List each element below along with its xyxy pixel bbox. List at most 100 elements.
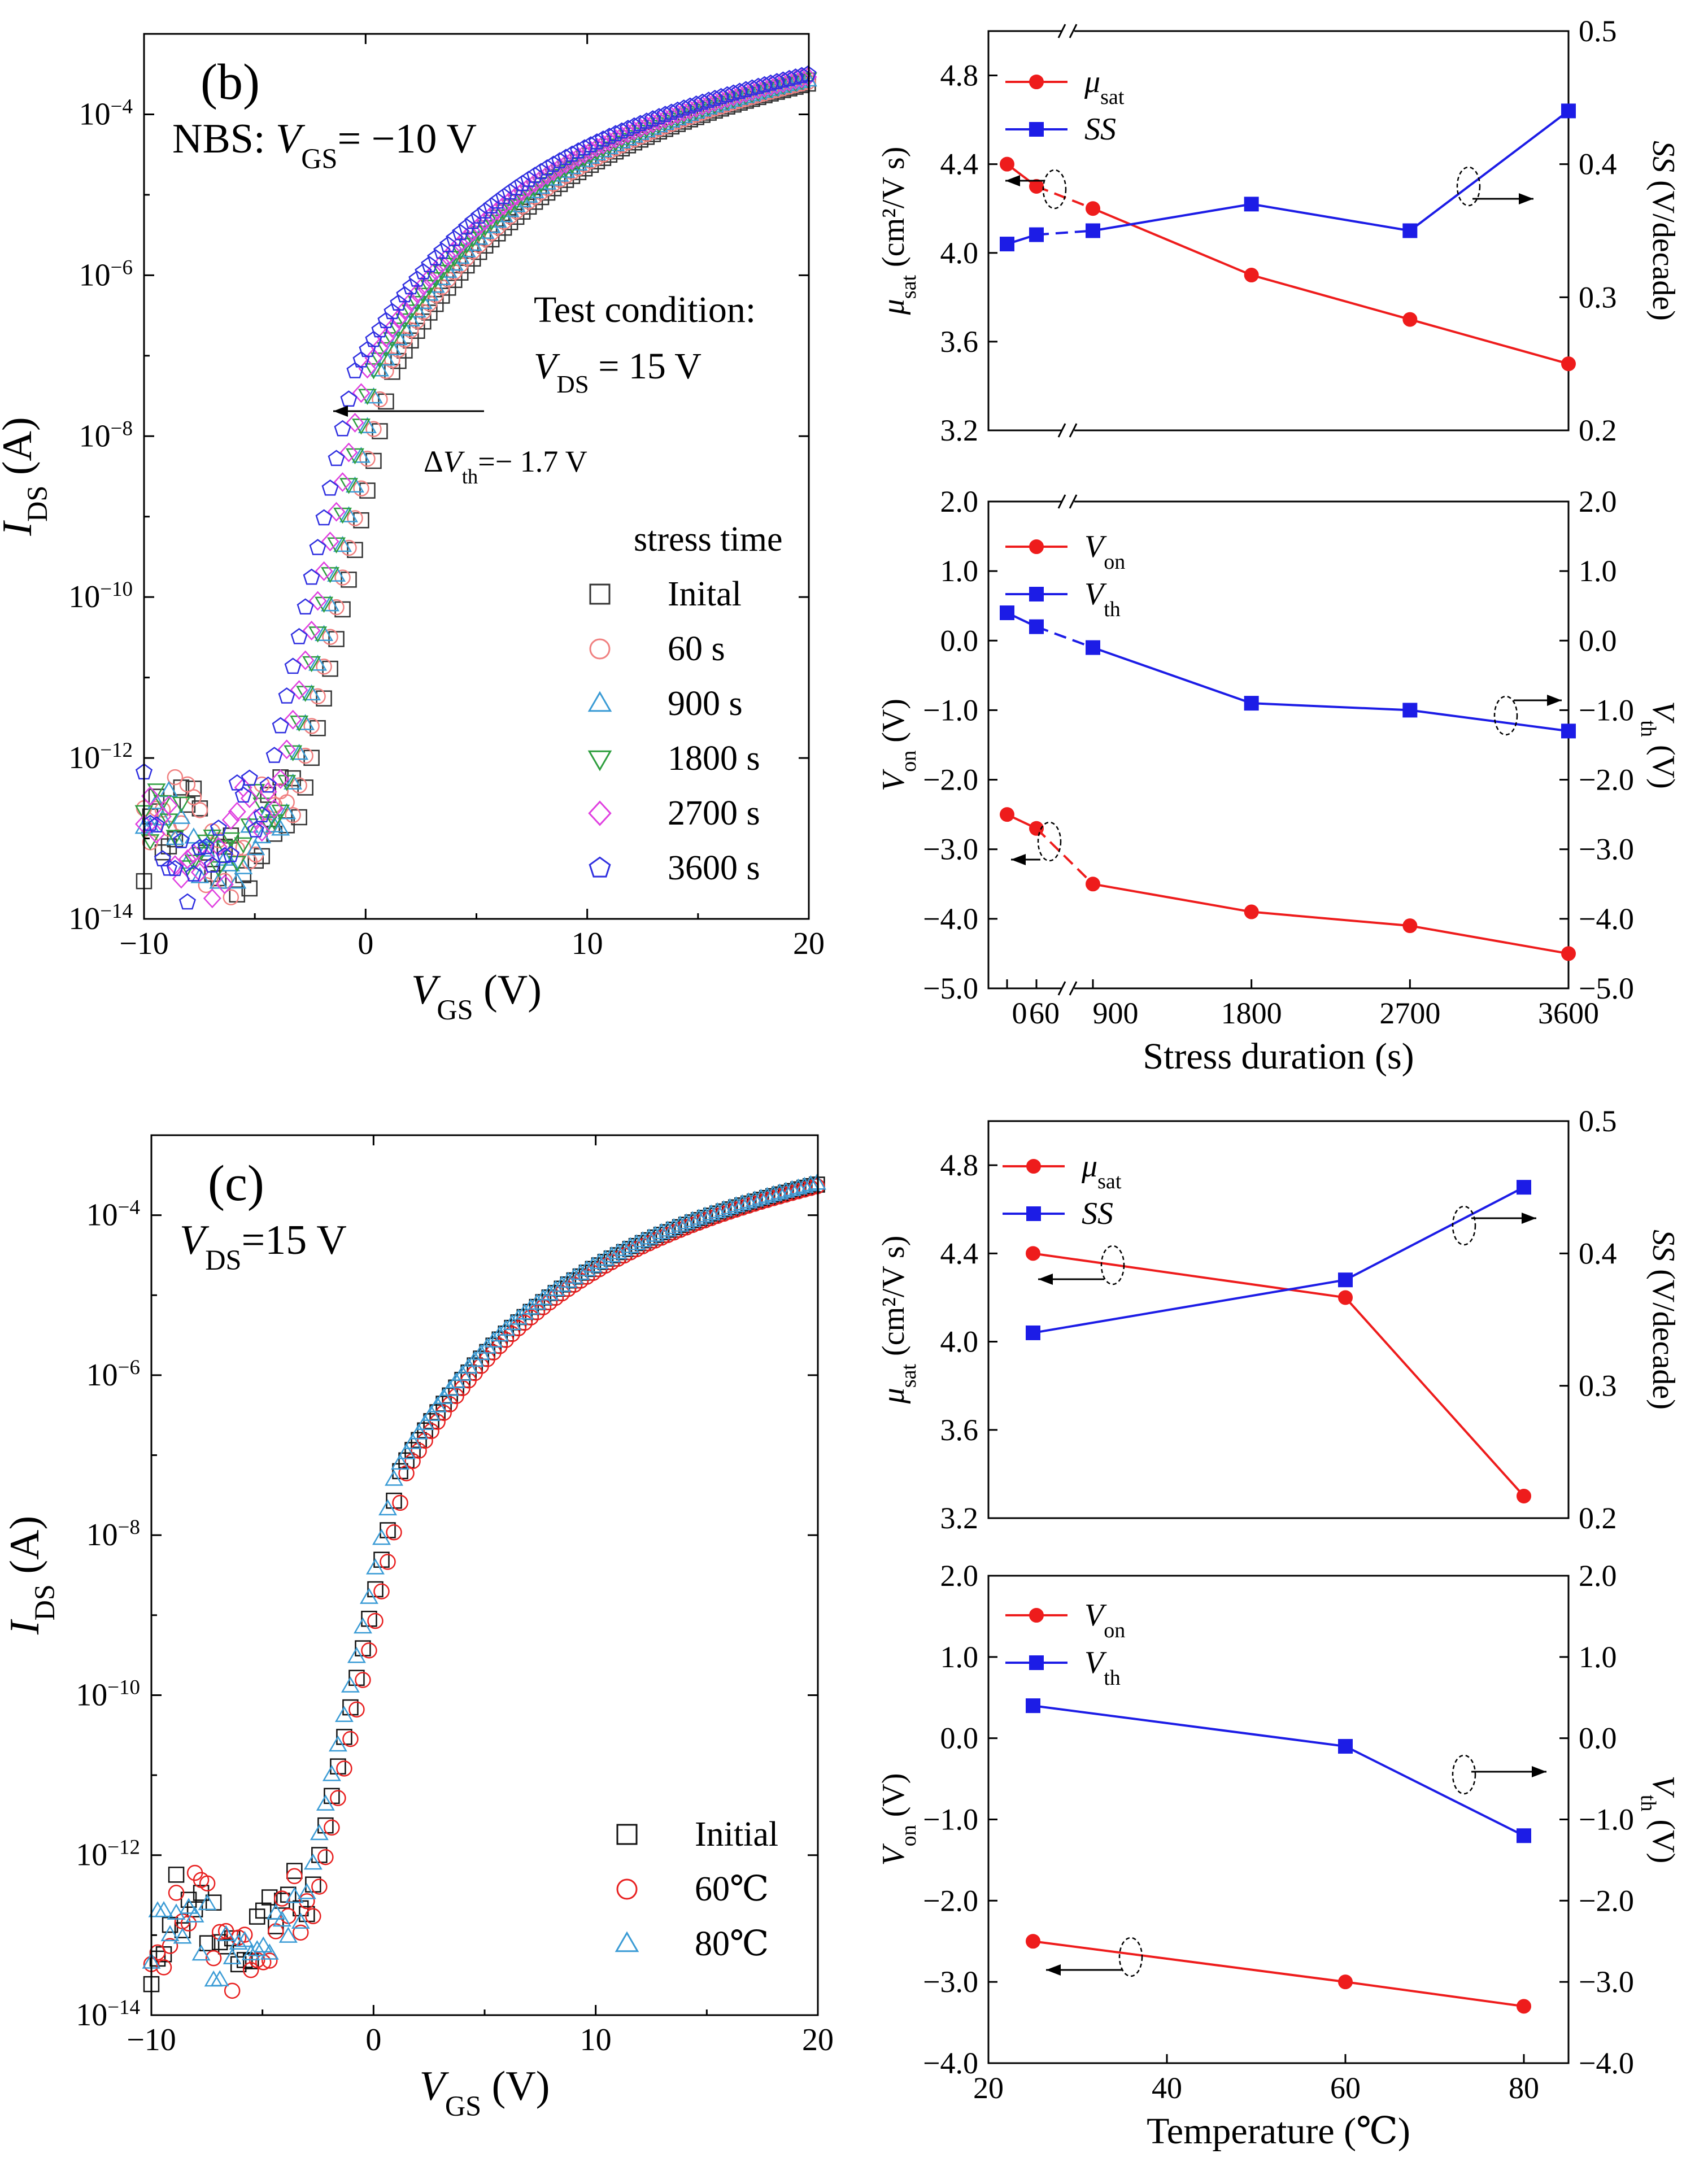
- data-point: [415, 263, 432, 280]
- left-y-axis-label-part: (V): [876, 1773, 911, 1825]
- y-tick-label-part: −8: [111, 416, 133, 439]
- data-point: [199, 1875, 216, 1892]
- left-y-tick-label: −2.0: [923, 763, 978, 797]
- x-tick-label-part: 0: [1012, 996, 1027, 1030]
- data-point: [172, 832, 190, 848]
- left-y-tick-label: −1.0: [923, 1803, 978, 1837]
- test-condition-value-part: DS: [556, 370, 589, 398]
- x-tick-label-part: −10: [127, 2022, 176, 2057]
- data-point: [260, 1943, 279, 1960]
- right-y-tick-label-part: 1.0: [1579, 554, 1617, 588]
- data-point: [160, 860, 178, 876]
- data-point: [308, 626, 328, 643]
- data-point: [621, 1237, 640, 1253]
- right-y-tick-label-part: −1.0: [1579, 693, 1634, 727]
- right-y-tick-label-part: 0.2: [1579, 413, 1617, 447]
- data-point: [346, 476, 364, 493]
- data-point: [743, 79, 761, 96]
- data-point: [296, 714, 315, 730]
- legend-label-part: 80℃: [695, 1925, 769, 1963]
- series-vth-right: [1000, 605, 1576, 739]
- right-y-tick-label-part: 0.0: [1579, 624, 1617, 657]
- legend-label: 60 s: [668, 630, 725, 668]
- right-y-axis-label-part: th: [1636, 720, 1660, 737]
- data-point: [708, 1202, 727, 1219]
- data-point: [221, 832, 241, 849]
- data-point: [500, 200, 520, 217]
- series-line: [1409, 318, 1569, 365]
- data-point: [751, 1188, 770, 1205]
- data-point: [433, 242, 451, 259]
- data-point: [402, 278, 420, 295]
- panel-label-part: (c): [208, 1156, 264, 1211]
- axis-break-mark: [1057, 981, 1066, 996]
- legend-marker: [589, 583, 611, 605]
- data-point: [546, 1280, 565, 1296]
- y-tick-label-part: −6: [111, 255, 133, 278]
- data-point: [389, 309, 408, 329]
- legend-label: Vth: [1084, 577, 1121, 621]
- left-y-tick-label-part: −2.0: [923, 763, 978, 797]
- data-point: [407, 296, 426, 312]
- left-y-axis-label-part: sat: [897, 275, 921, 299]
- data-point: [254, 1936, 273, 1953]
- right-y-axis-label-part: SS: [1646, 141, 1681, 172]
- right-y-tick-label-part: 0.0: [1579, 1721, 1617, 1755]
- data-point: [324, 1819, 340, 1836]
- right-y-tick-label: −2.0: [1579, 763, 1634, 797]
- data-point: [191, 1944, 211, 1961]
- right-y-tick-label: 0.0: [1579, 624, 1617, 657]
- data-point: [297, 747, 313, 764]
- data-point: [503, 1314, 522, 1331]
- x-tick-label-part: 0: [365, 2022, 381, 2057]
- data-point: [366, 1558, 385, 1575]
- left-y-tick-label: 2.0: [940, 485, 979, 518]
- right-y-tick-label-part: −5.0: [1579, 971, 1634, 1005]
- data-point: [515, 1304, 534, 1320]
- data-point: [1244, 696, 1259, 711]
- data-point: [489, 192, 507, 209]
- data-point: [284, 709, 302, 730]
- left-y-axis-label: Von (V): [876, 699, 921, 791]
- data-point: [310, 688, 326, 705]
- data-point: [339, 478, 358, 494]
- data-point: [153, 795, 172, 812]
- y-tick-label-part: 10: [68, 740, 100, 775]
- series-ss-right: [1026, 1180, 1531, 1340]
- y-tick-label-part: −4: [118, 1195, 140, 1218]
- right-y-axis-label: Vth (V): [1636, 701, 1681, 789]
- left-y-tick-label-part: 1.0: [940, 1640, 979, 1674]
- legend-label: Vth: [1084, 1645, 1121, 1690]
- data-point: [336, 1760, 352, 1777]
- data-point: [478, 1337, 497, 1354]
- data-point: [327, 565, 346, 582]
- series-line: [1251, 910, 1410, 927]
- data-point: [259, 776, 277, 793]
- x-tick-label-part: 20: [793, 926, 825, 961]
- data-point: [352, 447, 371, 463]
- data-point: [197, 840, 216, 857]
- data-point: [534, 1289, 553, 1305]
- panel-title-part: GS: [301, 143, 337, 175]
- panel-title: NBS: VGS= −10 V: [172, 116, 477, 175]
- right-y-tick-label-part: −4.0: [1579, 2046, 1634, 2080]
- data-point: [302, 684, 321, 701]
- data-point: [423, 1413, 439, 1429]
- legend-marker: [588, 800, 612, 826]
- data-point: [1026, 1325, 1040, 1340]
- data-point: [433, 254, 451, 273]
- right-y-axis-label-part: V: [1646, 1776, 1681, 1798]
- legend-label-part: 60 s: [668, 630, 725, 668]
- data-point: [516, 1314, 533, 1331]
- legend-marker: [616, 1824, 638, 1845]
- data-point: [377, 312, 395, 328]
- axis-break-mark: [1057, 494, 1066, 509]
- series-line: [1032, 1279, 1346, 1334]
- data-point: [633, 1231, 652, 1248]
- left-y-tick-label-part: −4.0: [923, 902, 978, 936]
- data-point: [795, 1176, 814, 1193]
- data-point: [271, 819, 290, 836]
- legend-label: 60℃: [695, 1870, 769, 1908]
- x-axis-label-part: GS: [437, 994, 473, 1026]
